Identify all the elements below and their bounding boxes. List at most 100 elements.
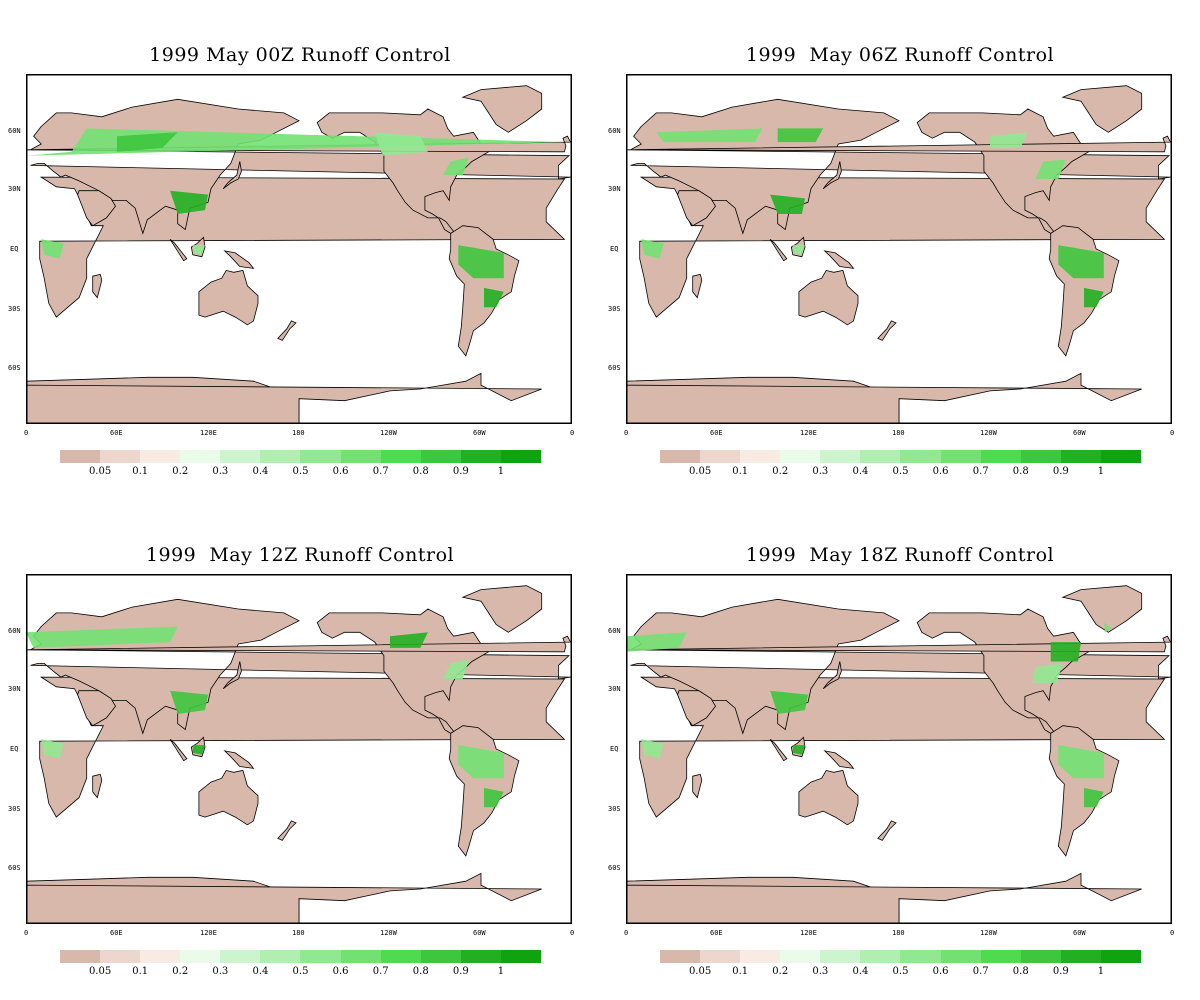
runoff-area <box>626 632 687 652</box>
colorbar <box>60 450 541 463</box>
landmass-new-guinea <box>223 250 255 269</box>
colorbar-swatch <box>660 950 701 963</box>
runoff-area <box>443 659 469 679</box>
runoff-area <box>458 245 504 279</box>
map-border <box>626 74 1172 424</box>
lon-tick-label: 120W <box>380 929 397 937</box>
lon-tick-label: 120W <box>980 929 997 937</box>
colorbar-swatch <box>380 450 421 463</box>
runoff-map <box>26 574 572 924</box>
runoff-area <box>770 194 805 214</box>
lon-tick-label: 0 <box>570 929 575 937</box>
landmass-africa <box>639 676 1166 818</box>
landmass-new-zealand <box>277 820 297 841</box>
colorbar-label: 0.3 <box>212 966 229 977</box>
colorbar-swatch <box>860 450 901 463</box>
lat-tick-label: 30S <box>608 305 621 313</box>
panel-title: 1999 May 00Z Runoff Control <box>149 44 451 66</box>
landmass-antarctica-w <box>626 372 1142 424</box>
colorbar-label: 0.7 <box>372 966 389 977</box>
landmass-japan <box>822 161 842 190</box>
runoff-area <box>443 157 469 176</box>
lon-tick-label: 60W <box>473 929 486 937</box>
lat-tick-label: 30N <box>8 685 21 693</box>
colorbar-swatch <box>660 450 701 463</box>
lon-tick-label: 180 <box>892 929 905 937</box>
colorbar-swatch <box>1020 950 1061 963</box>
landmass-arabia <box>677 190 716 227</box>
lon-tick-label: 120E <box>200 429 217 437</box>
colorbar-swatch <box>1060 950 1101 963</box>
landmass-new-guinea <box>223 750 255 769</box>
colorbar-label: 1 <box>1097 466 1105 477</box>
colorbar-swatch <box>380 950 421 963</box>
lon-tick-label: 60E <box>710 929 723 937</box>
landmass-north-america <box>316 608 490 734</box>
landmass-new-guinea <box>823 250 855 269</box>
colorbar-swatch <box>980 950 1021 963</box>
lat-tick-label: EQ <box>610 745 619 753</box>
colorbar-swatch <box>1020 450 1061 463</box>
colorbar-label: 0.9 <box>1052 466 1069 477</box>
runoff-area <box>792 245 805 255</box>
colorbar-swatch <box>780 450 821 463</box>
colorbar-label: 0.8 <box>1012 466 1029 477</box>
colorbar-label: 0.9 <box>1052 966 1069 977</box>
runoff-area <box>641 739 664 759</box>
colorbar-swatch <box>860 950 901 963</box>
landmass-greenland <box>1061 585 1143 633</box>
lat-tick-label: 30S <box>8 305 21 313</box>
colorbar-label: 0.8 <box>412 466 429 477</box>
runoff-area <box>192 745 205 755</box>
colorbar-swatch <box>60 450 101 463</box>
landmass-europe-asia <box>628 98 1171 235</box>
lat-tick-label: 30N <box>608 185 621 193</box>
colorbar-labels: 0.05 0.1 0.2 0.3 0.4 0.5 0.6 0.7 0.8 0.9 1 <box>60 466 541 480</box>
colorbar-label: 0.05 <box>688 466 712 477</box>
lon-tick-label: 120W <box>380 429 397 437</box>
lat-tick-label: 30N <box>8 185 21 193</box>
colorbar-label: 1 <box>1097 966 1105 977</box>
landmass-australia <box>198 269 259 326</box>
runoff-area <box>1084 287 1104 308</box>
runoff-area <box>990 132 1028 148</box>
runoff-map <box>626 74 1172 424</box>
lon-tick-label: 60W <box>1073 929 1086 937</box>
runoff-area <box>192 245 205 255</box>
colorbar-swatch <box>60 950 101 963</box>
runoff-area <box>484 787 504 808</box>
map-plot <box>26 74 572 424</box>
runoff-area <box>484 287 504 308</box>
runoff-area <box>770 690 808 714</box>
lat-tick-label: 60S <box>608 864 621 872</box>
landmass-greenland <box>461 85 543 133</box>
colorbar-labels: 0.05 0.1 0.2 0.3 0.4 0.5 0.6 0.7 0.8 0.9 1 <box>660 966 1141 980</box>
colorbar-swatch <box>100 950 141 963</box>
colorbar <box>660 950 1141 963</box>
map-plot <box>26 574 572 924</box>
colorbar-label: 0.4 <box>852 966 869 977</box>
landmass-arabia <box>77 190 116 227</box>
colorbar-label: 0.4 <box>252 466 269 477</box>
colorbar-swatch <box>220 450 261 463</box>
lon-tick-label: 60E <box>110 429 123 437</box>
lon-tick-label: 120E <box>200 929 217 937</box>
colorbar-label: 0.6 <box>932 466 949 477</box>
runoff-map <box>626 574 1172 924</box>
lon-tick-label: 120E <box>800 429 817 437</box>
colorbar-label: 1 <box>497 966 505 977</box>
runoff-area <box>1058 745 1104 779</box>
lat-tick-label: 60N <box>608 627 621 635</box>
landmass-australia <box>798 769 859 826</box>
lat-tick-label: 60N <box>8 627 21 635</box>
landmass-australia <box>798 269 859 326</box>
colorbar-label: 0.9 <box>452 966 469 977</box>
lon-tick-label: 60E <box>710 429 723 437</box>
map-panel-1: 1999 May 00Z Runoff Control 60N 30N EQ 3… <box>0 0 600 500</box>
colorbar-label: 0.1 <box>132 466 149 477</box>
landmass-arabia <box>77 690 116 727</box>
colorbar-label: 0.5 <box>292 966 309 977</box>
runoff-area <box>656 128 763 143</box>
landmass-sumatra <box>169 738 188 762</box>
colorbar-swatch <box>300 450 341 463</box>
